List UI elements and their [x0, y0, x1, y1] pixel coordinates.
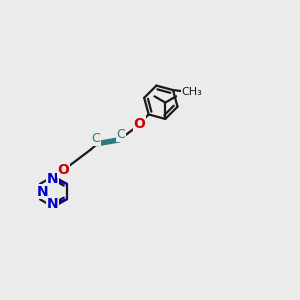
Text: CH₃: CH₃ — [182, 87, 202, 97]
Text: N: N — [46, 172, 58, 186]
Text: C: C — [116, 128, 125, 141]
Text: O: O — [134, 117, 146, 131]
Text: N: N — [37, 184, 49, 199]
Text: O: O — [57, 163, 69, 177]
Text: N: N — [46, 197, 58, 211]
Text: C: C — [92, 132, 100, 145]
